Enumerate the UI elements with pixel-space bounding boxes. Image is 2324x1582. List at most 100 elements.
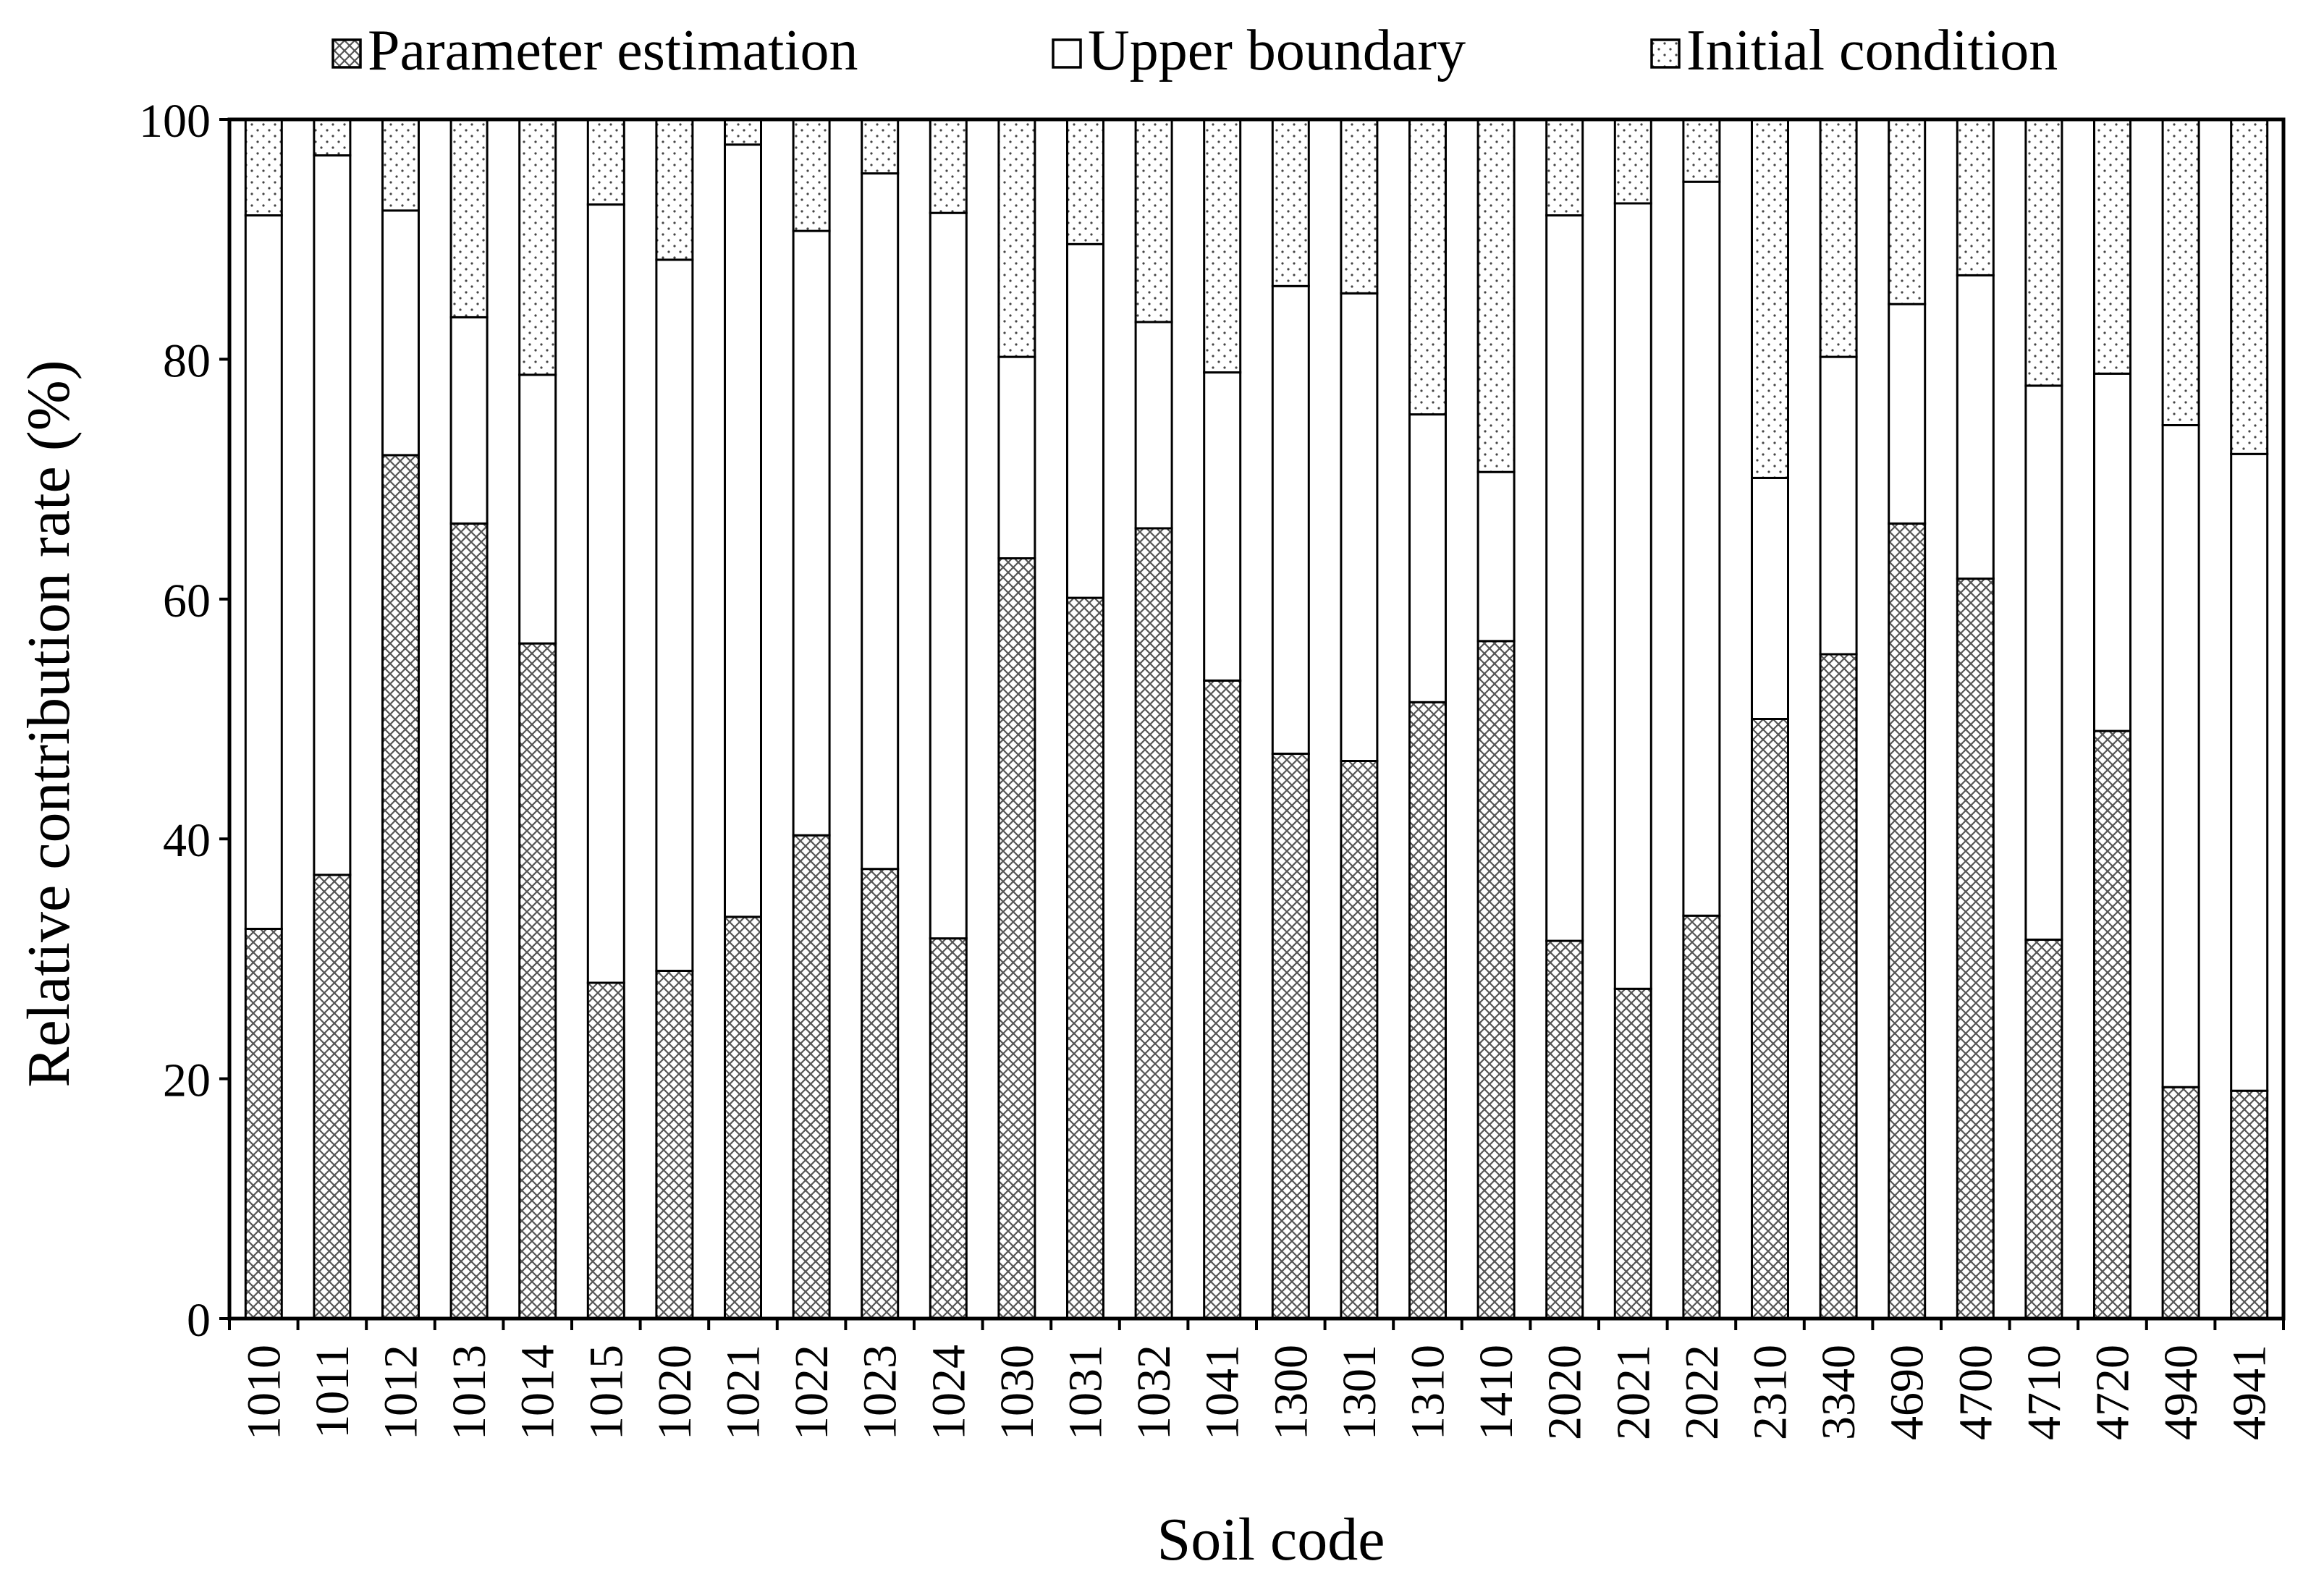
bar-segment-1011-3 xyxy=(313,118,352,157)
bar-segment-1013-1 xyxy=(449,522,489,1320)
x-tick-label: 3340 xyxy=(1812,1345,1865,1440)
bar-segment-4700-1 xyxy=(1956,578,1995,1320)
bar-segment-1300-1 xyxy=(1271,753,1310,1320)
bar-segment-1023-1 xyxy=(861,868,900,1320)
bar-segment-1310-2 xyxy=(1408,413,1447,703)
y-axis-label: Relative contribution rate (%) xyxy=(15,360,83,1087)
x-tick-label: 1015 xyxy=(580,1345,633,1440)
y-tick-label: 60 xyxy=(163,575,211,627)
x-tick-label: 1024 xyxy=(922,1345,975,1440)
bar-segment-2020-1 xyxy=(1545,939,1584,1320)
bar-segment-1014-3 xyxy=(518,118,557,376)
bar-segment-4720-2 xyxy=(2093,372,2131,732)
bar-segment-1301-3 xyxy=(1340,118,1379,295)
bar-segment-4700-2 xyxy=(1956,274,1995,580)
bar-segment-1013-2 xyxy=(449,316,489,525)
bar-segment-1024-2 xyxy=(929,211,968,940)
bar-segment-1300-2 xyxy=(1271,284,1310,755)
bar-segment-4720-1 xyxy=(2093,729,2131,1320)
tick-labels-layer: 0 20 40 60 80 100 1010 1011 1012 1013 1014 1015 1020… xyxy=(139,95,2276,1440)
x-tick-label: 1041 xyxy=(1196,1345,1249,1440)
bar-segment-1410-2 xyxy=(1476,470,1516,643)
bar-segment-1021-2 xyxy=(724,143,762,918)
x-tick-label: 2022 xyxy=(1676,1345,1728,1440)
bar-segment-1015-3 xyxy=(586,118,625,206)
x-tick-label: 1023 xyxy=(854,1345,907,1440)
bar-segment-1410-3 xyxy=(1476,118,1516,473)
bar-segment-1031-1 xyxy=(1066,596,1104,1320)
x-tick-label: 1410 xyxy=(1470,1345,1523,1440)
bar-segment-1020-2 xyxy=(655,258,694,972)
bar-segment-2020-2 xyxy=(1545,214,1584,942)
x-axis-label: Soil code xyxy=(1157,1506,1385,1573)
bar-segment-1041-2 xyxy=(1203,371,1242,682)
bar-segment-1011-1 xyxy=(313,874,352,1320)
bar-segment-4710-2 xyxy=(2024,384,2063,941)
bar-segment-1020-1 xyxy=(655,970,694,1320)
bar-segment-1300-3 xyxy=(1271,118,1310,287)
x-tick-label: 4700 xyxy=(1949,1345,2002,1440)
bar-segment-2021-2 xyxy=(1613,202,1652,990)
x-tick-label: 2310 xyxy=(1744,1345,1797,1440)
bar-segment-2022-1 xyxy=(1682,914,1721,1320)
bar-segment-1041-3 xyxy=(1203,118,1242,374)
bar-segment-1310-1 xyxy=(1408,701,1447,1320)
legend-swatch-1 xyxy=(331,38,362,69)
x-tick-label: 2021 xyxy=(1607,1345,1660,1440)
bar-segment-1030-3 xyxy=(997,118,1036,358)
bar-segment-1410-1 xyxy=(1476,640,1516,1320)
bar-segment-1022-2 xyxy=(792,229,831,837)
bar-segment-1023-2 xyxy=(861,172,900,871)
legend-label-3: Initial condition xyxy=(1686,19,2058,83)
bar-segment-3340-2 xyxy=(1819,355,1858,656)
bar-segment-1030-1 xyxy=(997,557,1036,1320)
bar-segment-1032-2 xyxy=(1134,321,1173,530)
bar-segment-1023-3 xyxy=(861,118,900,175)
legend-label-2: Upper boundary xyxy=(1088,19,1466,83)
bar-segment-1020-3 xyxy=(655,118,694,261)
bar-segment-1022-1 xyxy=(792,834,831,1320)
x-tick-label: 4710 xyxy=(2018,1345,2071,1440)
bar-segment-1021-1 xyxy=(724,915,762,1320)
x-tick-label: 1011 xyxy=(306,1345,359,1439)
x-tick-label: 1031 xyxy=(1060,1345,1112,1440)
bar-segment-4720-3 xyxy=(2093,118,2131,375)
bar-segment-4710-3 xyxy=(2024,118,2063,387)
bar-segment-1010-1 xyxy=(244,928,283,1320)
legend-swatch-2 xyxy=(1052,38,1082,69)
y-tick-label: 20 xyxy=(163,1054,211,1107)
x-tick-label: 1032 xyxy=(1128,1345,1180,1440)
legend: Parameter estimation Upper boundary Initia… xyxy=(331,19,2058,83)
x-tick-label: 1010 xyxy=(237,1345,290,1440)
bar-segment-2021-3 xyxy=(1613,118,1652,205)
x-tick-label: 1030 xyxy=(991,1345,1044,1440)
bar-segment-3340-1 xyxy=(1819,653,1858,1320)
x-tick-label: 4940 xyxy=(2155,1345,2207,1440)
bar-segment-1021-3 xyxy=(724,118,762,146)
bar-segment-4941-1 xyxy=(2230,1089,2269,1320)
bar-segment-2021-1 xyxy=(1613,987,1652,1320)
x-tick-label: 1013 xyxy=(443,1345,496,1440)
bar-segment-2310-2 xyxy=(1751,476,1789,721)
bar-segment-1014-1 xyxy=(518,642,557,1320)
x-tick-label: 1021 xyxy=(717,1345,770,1440)
legend-swatch-3 xyxy=(1650,38,1681,69)
bar-segment-4710-1 xyxy=(2024,938,2063,1320)
bar-segment-1015-2 xyxy=(586,203,625,984)
bar-segment-4940-1 xyxy=(2161,1086,2200,1320)
bar-segment-1031-2 xyxy=(1066,242,1104,599)
x-tick-label: 4720 xyxy=(2087,1345,2139,1440)
bar-segment-1301-1 xyxy=(1340,760,1379,1320)
bar-segment-4690-1 xyxy=(1888,522,1927,1320)
bar-segment-1030-2 xyxy=(997,355,1036,559)
bar-segment-2022-2 xyxy=(1682,180,1721,917)
y-tick-label: 100 xyxy=(139,95,211,148)
x-tick-label: 1310 xyxy=(1402,1345,1455,1440)
bar-segment-4690-3 xyxy=(1888,118,1927,305)
legend-label-1: Parameter estimation xyxy=(368,19,858,83)
bar-segment-2020-3 xyxy=(1545,118,1584,217)
bar-segment-1013-3 xyxy=(449,118,489,318)
bar-segment-1010-2 xyxy=(244,214,283,931)
x-tick-label: 1301 xyxy=(1333,1345,1386,1440)
